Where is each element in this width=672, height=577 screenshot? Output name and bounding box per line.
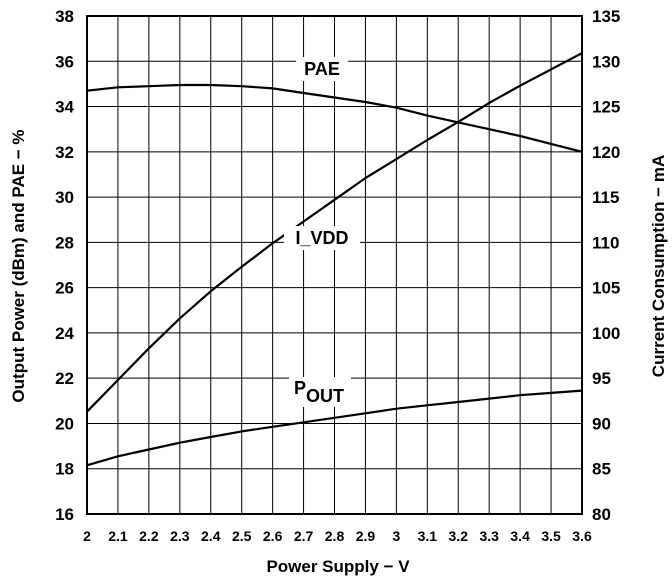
y-left-tick-label: 36 (55, 52, 74, 71)
x-tick-label: 2.9 (356, 528, 376, 544)
y-left-tick-label: 20 (55, 414, 74, 433)
y-right-tick-label: 100 (592, 324, 620, 343)
y-right-tick-label: 120 (592, 143, 620, 162)
y-right-tick-label: 90 (592, 414, 611, 433)
x-tick-label: 3.5 (541, 528, 561, 544)
y-left-tick-label: 30 (55, 188, 74, 207)
series-label-background (284, 226, 360, 250)
x-axis-title: Power Supply − V (266, 557, 410, 576)
series-label-background (296, 57, 348, 81)
y-right-tick-label: 125 (592, 98, 620, 117)
y-left-tick-label: 18 (55, 460, 74, 479)
y-right-tick-label: 135 (592, 7, 620, 26)
x-tick-label: 2 (83, 528, 91, 544)
series-line-pout (86, 389, 583, 467)
x-tick-label: 3.1 (418, 528, 438, 544)
x-tick-label: 2.3 (170, 528, 190, 544)
series-label-pae: PAE (304, 59, 340, 79)
series-labels: PAE I_VDD POUT (284, 57, 360, 407)
y-left-tick-label: 22 (55, 369, 74, 388)
x-tick-label: 2.2 (139, 528, 159, 544)
x-tick-label: 3.6 (572, 528, 592, 544)
x-tick-label: 2.4 (201, 528, 221, 544)
y-right-tick-label: 110 (592, 233, 619, 252)
grid (86, 15, 583, 515)
x-tick-labels: 2 2.1 2.2 2.3 2.4 2.5 2.6 2.7 2.8 2.9 3 3.1 3.2 3.3 3.… (83, 528, 592, 544)
y-right-tick-label: 130 (592, 52, 620, 71)
y-left-tick-label: 24 (55, 324, 74, 343)
y-left-tick-label: 32 (55, 143, 74, 162)
y-left-tick-label: 16 (55, 505, 74, 524)
x-tick-label: 3.3 (479, 528, 499, 544)
series-line-i-vdd (86, 52, 583, 413)
x-tick-label: 3.4 (510, 528, 530, 544)
x-tick-label: 2.7 (294, 528, 314, 544)
y-right-tick-label: 80 (592, 505, 611, 524)
y-right-tick-label: 115 (592, 188, 619, 207)
y-left-tick-label: 38 (55, 7, 74, 26)
y-axis-title-left: Output Power (dBm) and PAE − % (9, 129, 28, 402)
x-tick-label: 3.2 (449, 528, 469, 544)
x-tick-label: 3 (392, 528, 400, 544)
series-lines (86, 52, 583, 467)
series-label-pout: POUT (294, 378, 344, 406)
x-tick-label: 2.8 (325, 528, 345, 544)
y-left-tick-label: 34 (55, 98, 74, 117)
series-label-i-vdd: I_VDD (295, 228, 348, 248)
series-line-pae (86, 83, 583, 153)
series-label-background (289, 377, 351, 407)
plot-frame (86, 15, 583, 515)
y-right-tick-label: 85 (592, 460, 611, 479)
y-axis-title-right: Current Consumption − mA (649, 155, 668, 377)
x-tick-label: 2.6 (263, 528, 283, 544)
x-tick-label: 2.1 (108, 528, 128, 544)
y-right-tick-labels: 80 85 90 95 100 105 110 115 120 125 130 135 (592, 7, 620, 524)
x-tick-label: 2.5 (232, 528, 252, 544)
y-right-tick-label: 95 (592, 369, 611, 388)
y-left-tick-labels: 16 18 20 22 24 26 28 30 32 34 36 38 (55, 7, 74, 524)
y-right-tick-label: 105 (592, 279, 620, 298)
y-left-tick-label: 26 (55, 279, 74, 298)
y-left-tick-label: 28 (55, 233, 74, 252)
